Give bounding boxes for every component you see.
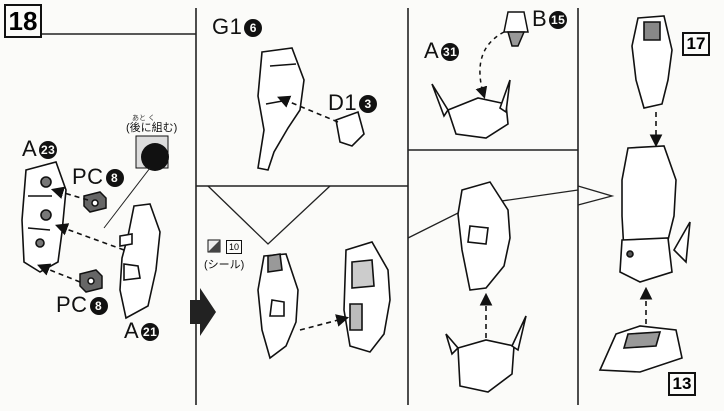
note-ruby: あと く: [132, 115, 155, 122]
label-part-a31-num: 31: [441, 43, 460, 61]
arrow-b15-to-a31: [475, 31, 505, 99]
panel-dividers: [40, 8, 579, 405]
label-part-a21: A 21: [124, 318, 160, 343]
label-part-d1-num: 3: [359, 95, 378, 113]
label-part-a21-letter: A: [124, 318, 140, 343]
step-number: 18: [8, 6, 38, 36]
part-a23-drawing: [21, 161, 67, 273]
step-ref-13: 13: [668, 372, 696, 396]
label-pc-bottom: PC 8: [56, 294, 108, 316]
step-ref-17-text: 17: [686, 34, 706, 53]
label-pc-top-letter: PC: [72, 164, 104, 189]
left-arrows: [37, 186, 125, 283]
sticker-label: (シール): [204, 259, 245, 271]
armor-assembled-drawing: [343, 241, 391, 353]
sticker-number: 10: [228, 242, 239, 252]
label-pc-top-num: 8: [105, 169, 124, 187]
part-a31-drawing: [431, 79, 511, 139]
label-pc-top: PC 8: [72, 166, 124, 188]
label-part-d1-letter: D1: [328, 90, 358, 115]
label-part-d1: D1 3: [328, 90, 378, 115]
label-part-b15-num: 15: [549, 11, 568, 29]
armor-inner-drawing: [257, 253, 299, 360]
callout-leader: [103, 167, 151, 229]
label-part-g1-letter: G1: [212, 14, 243, 39]
label-part-b15-letter: B: [532, 6, 548, 31]
part-b15-drawing: [503, 11, 529, 47]
sticker-icon: [207, 239, 221, 253]
callout-lines: [207, 185, 615, 245]
arrow-armor-to-leg: [299, 314, 350, 331]
arrow-d1-to-g1: [277, 95, 339, 123]
label-part-a31: A 31: [424, 38, 460, 63]
part-d1-drawing: [335, 110, 365, 147]
round-sub-assembly-drawing: [135, 135, 169, 171]
label-pc-bottom-num: 8: [89, 297, 108, 315]
foot-part-drawing: [598, 325, 683, 373]
label-part-a21-num: 21: [141, 323, 160, 341]
step-ref-17: 17: [682, 32, 710, 56]
thigh-part-drawing: [631, 15, 673, 109]
label-part-b15: B 15: [532, 6, 568, 31]
pc-cap-bottom-drawing: [79, 269, 103, 293]
lower-leg-drawing: [619, 145, 691, 283]
label-part-g1: G1 6: [212, 14, 263, 39]
sticker-number-box: 10: [226, 240, 242, 254]
next-step-arrow: [190, 288, 216, 336]
pc-cap-top-drawing: [83, 191, 107, 213]
label-pc-bottom-letter: PC: [56, 292, 88, 317]
step-ref-13-text: 13: [672, 374, 692, 393]
ankle-guard-drawing: [445, 315, 527, 393]
leg-armor-drawing: [457, 181, 511, 291]
part-g1-drawing: [257, 47, 305, 171]
label-part-a23-letter: A: [22, 136, 38, 161]
step-number-box: 18: [4, 4, 42, 38]
note-assemble-later: (後に組む): [126, 122, 178, 134]
label-part-a31-letter: A: [424, 38, 440, 63]
label-part-a23: A 23: [22, 136, 58, 161]
label-part-g1-num: 6: [244, 19, 263, 37]
far-right-arrows: [639, 112, 663, 324]
part-a21-drawing: [119, 203, 161, 320]
label-part-a23-num: 23: [39, 141, 58, 159]
